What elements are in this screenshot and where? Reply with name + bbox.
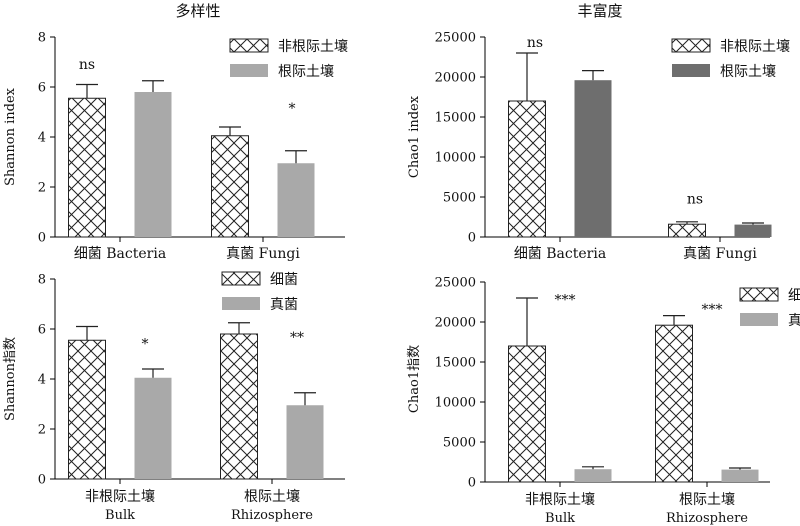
- panel-a-y-tick-label: 4: [38, 131, 46, 146]
- panel-b-category-label: 细菌 Bacteria: [514, 246, 606, 262]
- panel-d-y-tick-label: 10000: [435, 396, 476, 411]
- panel-c-category-sublabel: Rhizosphere: [231, 508, 313, 523]
- panel-a-bar: [277, 163, 315, 237]
- panel-b-significance-label: ns: [687, 191, 703, 207]
- panel-c-legend-label: 真菌: [270, 297, 298, 313]
- panel-d-ylabel: Chao1指数: [407, 345, 422, 413]
- panel-d-bar: [508, 345, 546, 483]
- panel-d-bar: [574, 469, 612, 482]
- panel-c-bar: [286, 405, 324, 479]
- panel-d-legend-label: 细菌: [788, 288, 800, 304]
- panel-b-ylabel: Chao1 index: [407, 95, 422, 178]
- panel-b-chart: 0 5000 10000 15000 20000 25000 细菌 Bacteria ns 真菌…: [435, 31, 790, 263]
- panel-d-category-label: 非根际土壤: [525, 491, 595, 508]
- panel-c-bar: [68, 339, 106, 480]
- panel-a-y-tick-label: 2: [38, 181, 46, 196]
- panel-c-y-tick-label: 6: [38, 323, 46, 338]
- panel-c-category-sublabel: Bulk: [105, 508, 135, 523]
- panel-b-y-tick-label: 15000: [435, 111, 476, 126]
- panel-a-legend-label: 非根际土壤: [278, 38, 348, 55]
- panel-c-significance-label: *: [142, 336, 149, 352]
- panel-b-bar: [668, 223, 706, 238]
- panel-d-y-tick-label: 20000: [435, 316, 476, 331]
- panel-d-y-tick-label: 5000: [443, 436, 476, 451]
- panel-a-ylabel: Shannon index: [3, 87, 18, 186]
- panel-b-bar: [508, 100, 546, 238]
- panel-b-bar: [574, 80, 612, 237]
- panel-a-bar: [68, 97, 106, 238]
- panel-d-legend-swatch: [739, 287, 779, 302]
- panel-a-y-tick-label: 6: [38, 81, 46, 96]
- panel-d-legend-swatch: [740, 313, 778, 326]
- panel-b-title: 丰富度: [577, 2, 622, 20]
- panel-b-y-tick-label: 20000: [435, 71, 476, 86]
- panel-d-y-tick-label: 25000: [435, 276, 476, 291]
- panel-a-significance-label: *: [289, 101, 296, 117]
- panel-b-legend-swatch: [672, 64, 710, 77]
- panel-a-category-label: 真菌 Fungi: [226, 246, 300, 262]
- panel-a-title: 多样性: [175, 2, 220, 20]
- panel-d-legend-label: 真菌: [788, 313, 800, 329]
- panel-b-legend-label: 非根际土壤: [720, 38, 790, 55]
- panel-c-bar: [220, 333, 258, 480]
- panel-c-y-tick-label: 2: [38, 423, 46, 438]
- panel-b-significance-label: ns: [527, 35, 543, 51]
- panel-b-bar: [734, 224, 772, 237]
- panel-c-ylabel: Shannon指数: [3, 337, 18, 421]
- panel-c-legend-swatch: [221, 271, 261, 286]
- panel-c-legend-swatch: [222, 297, 260, 310]
- panel-d-significance-label: ***: [555, 292, 576, 308]
- panel-a-legend-label: 根际土壤: [278, 63, 334, 80]
- panel-b-y-tick-label: 25000: [435, 31, 476, 46]
- panel-a-significance-label: ns: [79, 57, 95, 73]
- panel-d-significance-label: ***: [702, 302, 723, 318]
- panel-a-y-tick-label: 0: [38, 231, 46, 246]
- panel-c-legend-label: 细菌: [270, 272, 298, 288]
- panel-d-bar: [655, 324, 693, 483]
- panel-a-y-tick-label: 8: [38, 31, 46, 46]
- panel-b-legend-label: 根际土壤: [720, 63, 776, 80]
- panel-d-y-tick-label: 15000: [435, 356, 476, 371]
- panel-b-y-tick-label: 5000: [443, 191, 476, 206]
- panel-d-bar: [721, 469, 759, 482]
- panel-c-significance-label: **: [290, 330, 304, 346]
- panel-d-y-tick-label: 0: [468, 476, 476, 491]
- panel-a-legend-swatch: [229, 38, 269, 53]
- panel-c-y-tick-label: 0: [38, 473, 46, 488]
- panel-d-category-label: 根际土壤: [679, 491, 735, 508]
- panel-c-category-label: 根际土壤: [244, 488, 300, 505]
- panel-b-category-label: 真菌 Fungi: [683, 246, 757, 262]
- panel-c-category-label: 非根际土壤: [85, 488, 155, 505]
- panel-b-y-tick-label: 0: [468, 231, 476, 246]
- panel-a-bar: [134, 92, 172, 237]
- panel-b-legend-swatch: [671, 38, 711, 53]
- panel-c-y-tick-label: 8: [38, 273, 46, 288]
- panel-a-legend-swatch: [230, 64, 268, 77]
- panel-b-y-tick-label: 10000: [435, 151, 476, 166]
- panel-c-bar: [134, 377, 172, 479]
- panel-a-bar: [211, 135, 249, 238]
- panel-d-category-sublabel: Bulk: [545, 511, 575, 526]
- panel-a-category-label: 细菌 Bacteria: [74, 246, 166, 262]
- panel-d-chart: 0 5000 10000 15000 20000 25000 非根际土壤 Bulk *** 根际土…: [435, 276, 800, 526]
- panel-d-category-sublabel: Rhizosphere: [666, 511, 748, 526]
- panel-c-y-tick-label: 4: [38, 373, 46, 388]
